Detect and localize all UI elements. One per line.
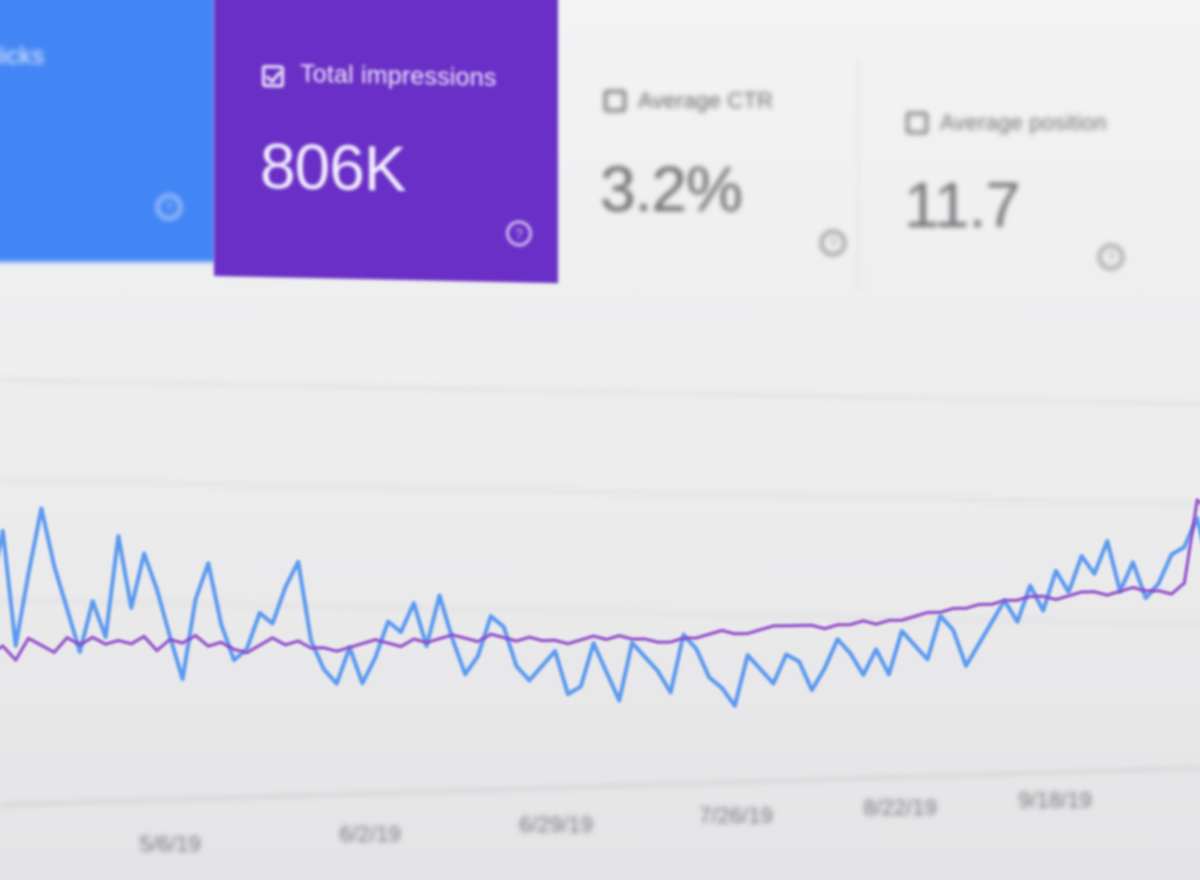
checkbox-empty-icon[interactable]: [906, 112, 928, 134]
x-tick-label: 7/26/19: [699, 803, 772, 828]
position-label: Average position: [940, 110, 1107, 135]
chart-series: [0, 498, 1200, 708]
chart-grid: [0, 379, 1200, 806]
help-circle-icon[interactable]: ?: [156, 194, 182, 220]
x-tick-label: 5/6/19: [139, 832, 200, 857]
checkbox-empty-icon[interactable]: [604, 90, 626, 112]
impressions-label: Total impressions: [300, 59, 497, 92]
x-tick-label: 6/29/19: [519, 812, 592, 837]
total-impressions-card[interactable]: Total impressions 806K ?: [214, 0, 558, 284]
average-ctr-card[interactable]: Average CTR 3.2% ?: [558, 0, 858, 290]
x-tick-label: 6/2/19: [339, 822, 400, 847]
checkbox-checked-icon[interactable]: [262, 65, 284, 88]
position-value: 11.7: [904, 169, 1021, 241]
gridline: [0, 479, 1200, 505]
x-tick-label: 8/22/19: [863, 795, 936, 820]
x-axis-ticks: 5/6/19 6/2/19 6/29/19 7/26/19 8/22/19 9/18/19: [139, 787, 1091, 856]
impressions-value: 806K: [260, 129, 406, 206]
help-circle-icon[interactable]: ?: [820, 230, 846, 256]
ctr-label: Average CTR: [638, 88, 774, 113]
gridline: [0, 379, 1200, 405]
help-circle-icon[interactable]: ?: [506, 220, 532, 247]
x-axis-line: [0, 767, 1200, 806]
impressions-series-line: [0, 498, 1200, 662]
ctr-value: 3.2%: [600, 153, 743, 225]
line-chart: 5/6/19 6/2/19 6/29/19 7/26/19 8/22/19 9/18/19: [0, 379, 1200, 857]
x-tick-label: 9/18/19: [1018, 787, 1091, 812]
clicks-series-line: [0, 506, 1200, 708]
clicks-label: clicks: [0, 42, 45, 70]
card-divider: [858, 60, 859, 290]
performance-chart: 5/6/19 6/2/19 6/29/19 7/26/19 8/22/19 9/18/19: [0, 290, 1200, 880]
average-position-card[interactable]: Average position 11.7 ?: [858, 0, 1200, 310]
total-clicks-card[interactable]: clicks ?: [0, 0, 216, 262]
gridline: [0, 599, 1200, 625]
help-circle-icon[interactable]: ?: [1098, 244, 1124, 270]
